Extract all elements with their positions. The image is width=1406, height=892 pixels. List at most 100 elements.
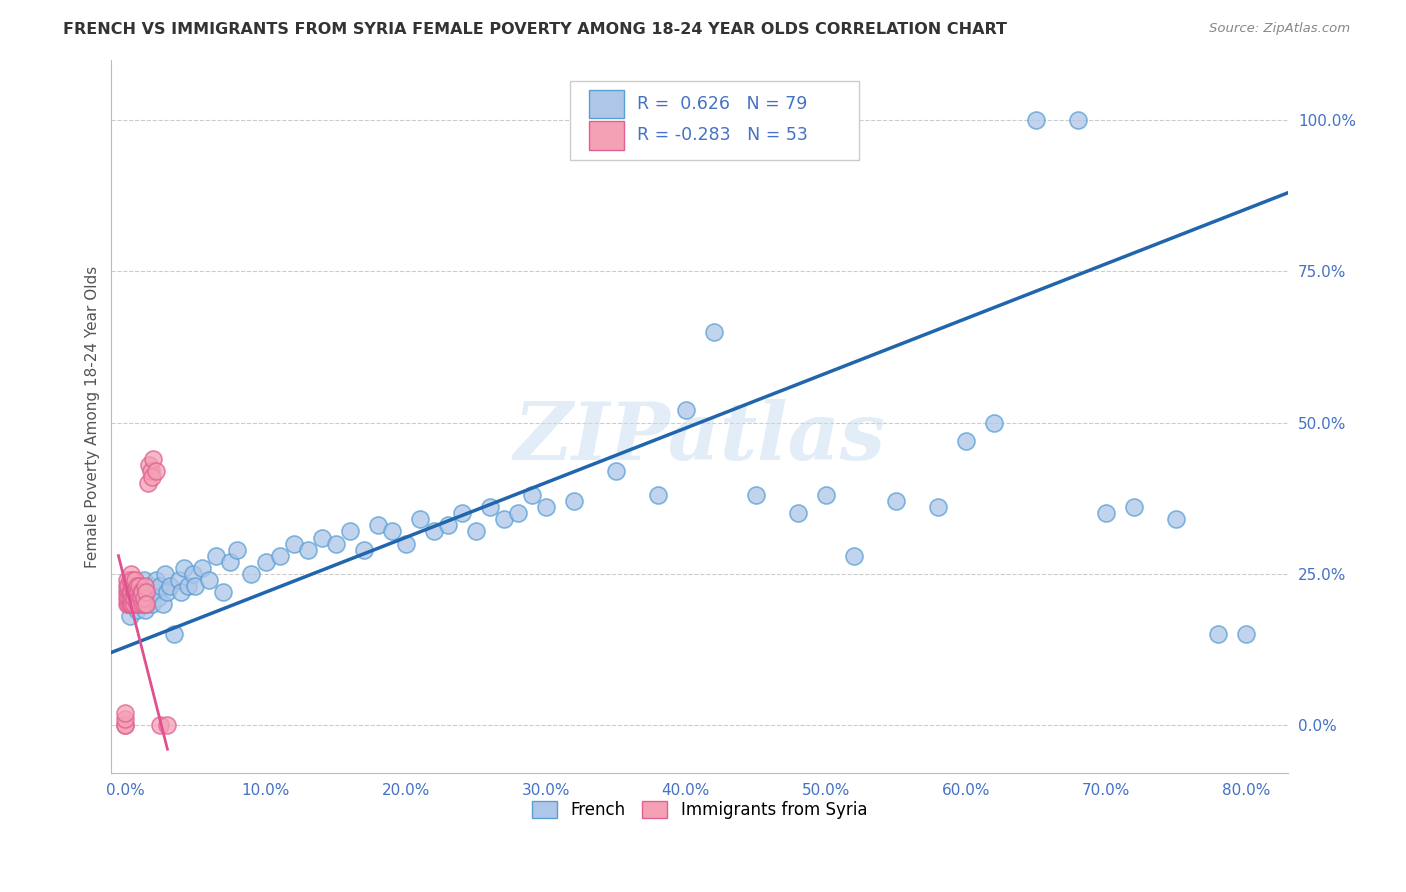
- Point: [675, 403, 697, 417]
- Point: [139, 579, 162, 593]
- Text: Source: ZipAtlas.com: Source: ZipAtlas.com: [1209, 22, 1350, 36]
- Point: [842, 549, 865, 563]
- Point: [114, 718, 136, 732]
- Point: [118, 609, 141, 624]
- Point: [129, 585, 152, 599]
- Point: [240, 566, 263, 581]
- Point: [219, 555, 242, 569]
- Point: [128, 597, 150, 611]
- Point: [122, 591, 145, 605]
- Point: [167, 573, 190, 587]
- Point: [118, 585, 141, 599]
- Point: [1067, 113, 1090, 128]
- Point: [121, 573, 143, 587]
- Point: [353, 542, 375, 557]
- Point: [153, 566, 176, 581]
- Point: [198, 573, 221, 587]
- Point: [159, 579, 181, 593]
- Point: [173, 560, 195, 574]
- Point: [562, 494, 585, 508]
- Point: [381, 524, 404, 539]
- Point: [138, 591, 160, 605]
- Point: [124, 585, 146, 599]
- Point: [131, 591, 153, 605]
- Point: [181, 566, 204, 581]
- Point: [114, 718, 136, 732]
- Point: [955, 434, 977, 448]
- Point: [177, 579, 200, 593]
- Point: [117, 579, 139, 593]
- Point: [141, 470, 163, 484]
- Text: FRENCH VS IMMIGRANTS FROM SYRIA FEMALE POVERTY AMONG 18-24 YEAR OLDS CORRELATION: FRENCH VS IMMIGRANTS FROM SYRIA FEMALE P…: [63, 22, 1007, 37]
- Point: [152, 597, 174, 611]
- Point: [125, 597, 148, 611]
- Point: [117, 585, 139, 599]
- Point: [115, 585, 138, 599]
- Point: [394, 536, 416, 550]
- FancyBboxPatch shape: [589, 121, 624, 150]
- Point: [339, 524, 361, 539]
- Point: [311, 531, 333, 545]
- Point: [115, 597, 138, 611]
- Point: [118, 573, 141, 587]
- Point: [121, 579, 143, 593]
- Point: [450, 506, 472, 520]
- Point: [141, 597, 163, 611]
- Point: [367, 518, 389, 533]
- Point: [492, 512, 515, 526]
- Point: [786, 506, 808, 520]
- Point: [506, 506, 529, 520]
- Point: [146, 591, 169, 605]
- Point: [1095, 506, 1118, 520]
- Point: [131, 597, 153, 611]
- Point: [136, 585, 159, 599]
- Point: [283, 536, 305, 550]
- Point: [115, 591, 138, 605]
- Point: [129, 591, 152, 605]
- Point: [135, 597, 157, 611]
- Point: [156, 718, 179, 732]
- Point: [114, 706, 136, 720]
- Point: [127, 591, 149, 605]
- Point: [134, 603, 156, 617]
- Point: [117, 597, 139, 611]
- Point: [125, 579, 148, 593]
- Point: [464, 524, 486, 539]
- Point: [1206, 627, 1229, 641]
- Point: [128, 579, 150, 593]
- Point: [647, 488, 669, 502]
- Point: [124, 573, 146, 587]
- Point: [1164, 512, 1187, 526]
- Point: [149, 579, 172, 593]
- Point: [128, 591, 150, 605]
- Point: [814, 488, 837, 502]
- Point: [118, 597, 141, 611]
- Point: [191, 560, 214, 574]
- Point: [132, 573, 155, 587]
- Point: [120, 566, 142, 581]
- FancyBboxPatch shape: [571, 81, 859, 160]
- Point: [132, 591, 155, 605]
- Point: [122, 585, 145, 599]
- Text: R = -0.283   N = 53: R = -0.283 N = 53: [637, 127, 808, 145]
- Point: [184, 579, 207, 593]
- Point: [478, 500, 501, 515]
- Point: [121, 585, 143, 599]
- Point: [125, 603, 148, 617]
- Point: [121, 597, 143, 611]
- Point: [884, 494, 907, 508]
- Point: [145, 573, 167, 587]
- Point: [134, 579, 156, 593]
- Point: [117, 591, 139, 605]
- Point: [605, 464, 627, 478]
- Point: [1234, 627, 1257, 641]
- Point: [142, 585, 165, 599]
- Point: [212, 585, 235, 599]
- Point: [122, 597, 145, 611]
- Point: [703, 325, 725, 339]
- Point: [520, 488, 543, 502]
- Point: [131, 585, 153, 599]
- Point: [121, 591, 143, 605]
- Point: [205, 549, 228, 563]
- Point: [149, 718, 172, 732]
